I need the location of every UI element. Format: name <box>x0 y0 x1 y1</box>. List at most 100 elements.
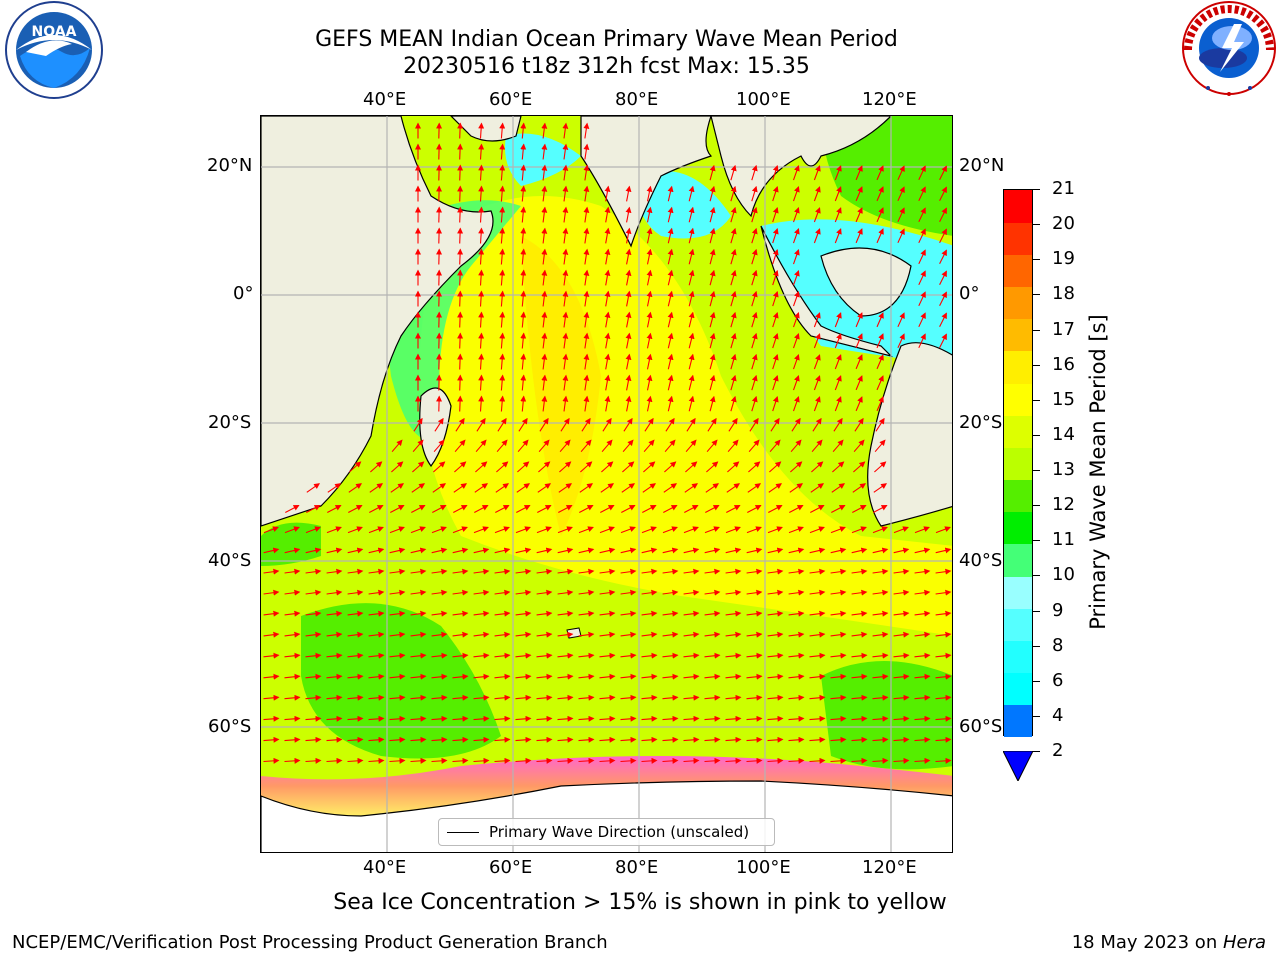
wave-direction-arrow <box>831 483 846 493</box>
wave-direction-arrow <box>688 227 695 244</box>
wave-direction-arrow <box>751 332 758 349</box>
wave-direction-arrow <box>872 694 889 701</box>
wave-direction-arrow <box>772 248 779 265</box>
wave-direction-arrow <box>557 610 574 617</box>
wave-direction-arrow <box>284 568 301 575</box>
wave-direction-arrow <box>625 227 632 244</box>
wave-direction-arrow <box>536 757 553 764</box>
wave-direction-arrow <box>368 736 385 743</box>
wave-direction-arrow <box>538 461 551 473</box>
wave-direction-arrow <box>852 483 867 493</box>
wave-direction-arrow <box>583 122 590 139</box>
wave-direction-arrow <box>704 568 721 575</box>
wave-direction-arrow <box>809 715 826 722</box>
wave-direction-arrow <box>893 694 910 701</box>
wave-direction-arrow <box>834 228 842 244</box>
wave-direction-arrow <box>604 290 611 307</box>
wave-direction-arrow <box>746 652 763 659</box>
wave-direction-arrow <box>347 673 364 680</box>
wave-direction-arrow <box>918 186 926 202</box>
wave-direction-arrow <box>725 589 742 596</box>
wave-direction-arrow <box>599 673 616 680</box>
wave-direction-arrow <box>914 547 931 554</box>
wave-direction-arrow <box>874 439 886 453</box>
wave-direction-arrow <box>725 736 742 743</box>
wave-direction-arrow <box>263 694 280 701</box>
wave-direction-arrow <box>620 736 637 743</box>
wave-direction-arrow <box>751 164 758 181</box>
wave-direction-arrow <box>495 483 510 493</box>
wave-direction-arrow <box>453 483 468 493</box>
wave-direction-arrow <box>560 417 570 432</box>
wave-direction-arrow <box>935 694 952 701</box>
wave-direction-arrow <box>792 227 800 244</box>
wave-direction-arrow <box>876 333 884 349</box>
colorbar-tick-mark <box>1033 434 1040 436</box>
map-legend: Primary Wave Direction (unscaled) <box>438 818 775 846</box>
wave-direction-arrow <box>876 228 884 244</box>
wave-direction-arrow <box>872 610 889 617</box>
colorbar-segment <box>1004 286 1032 320</box>
wave-direction-arrow <box>813 228 821 244</box>
wave-direction-arrow <box>813 165 821 181</box>
wave-direction-arrow <box>646 185 653 202</box>
colorbar-tick-label: 15 <box>1052 388 1075 410</box>
wave-direction-arrow <box>389 547 406 554</box>
wave-direction-arrow <box>625 353 632 370</box>
wave-direction-arrow <box>410 526 426 534</box>
wave-direction-arrow <box>622 461 635 473</box>
wave-direction-arrow <box>457 164 464 181</box>
wave-direction-arrow <box>665 417 675 432</box>
bottom-tick-100e: 100°E <box>736 857 791 878</box>
colorbar-tick-label: 20 <box>1052 213 1075 235</box>
wave-direction-arrow <box>457 143 464 160</box>
wave-direction-arrow <box>347 568 364 575</box>
wave-direction-arrow <box>499 290 506 307</box>
wave-direction-arrow <box>788 547 805 554</box>
wave-direction-arrow <box>727 461 740 473</box>
wave-direction-arrow <box>893 715 910 722</box>
wave-direction-arrow <box>667 332 674 349</box>
wave-direction-arrow <box>662 631 679 638</box>
wave-direction-arrow <box>536 610 553 617</box>
wave-direction-arrow <box>599 652 616 659</box>
wave-direction-arrow <box>704 673 721 680</box>
wave-direction-arrow <box>772 269 779 286</box>
wave-direction-arrow <box>499 227 506 244</box>
wave-direction-arrow <box>410 568 427 575</box>
wave-direction-arrow <box>730 395 737 412</box>
wave-direction-arrow <box>599 715 616 722</box>
wave-direction-arrow <box>579 505 594 513</box>
wave-direction-arrow <box>746 547 763 554</box>
wave-direction-arrow <box>580 461 593 473</box>
wave-direction-arrow <box>641 526 657 534</box>
wave-direction-arrow <box>834 354 842 370</box>
wave-direction-arrow <box>457 353 464 370</box>
wave-direction-arrow <box>478 248 485 265</box>
wave-direction-arrow <box>788 757 805 764</box>
wave-direction-arrow <box>641 568 658 575</box>
wave-direction-arrow <box>305 694 322 701</box>
wave-direction-arrow <box>662 526 678 534</box>
wave-direction-arrow <box>704 652 721 659</box>
wave-direction-arrow <box>305 652 322 659</box>
wave-direction-arrow <box>599 610 616 617</box>
wave-direction-arrow <box>705 483 720 493</box>
wave-direction-arrow <box>263 526 279 534</box>
wave-direction-arrow <box>792 164 800 181</box>
wave-direction-arrow <box>347 589 364 596</box>
wave-direction-arrow <box>935 568 952 575</box>
wave-direction-arrow <box>730 290 737 307</box>
wave-direction-arrow <box>347 694 364 701</box>
green-band-south-east <box>821 661 952 770</box>
wave-direction-arrow <box>562 185 569 202</box>
wave-direction-arrow <box>536 736 553 743</box>
wave-direction-arrow <box>725 757 742 764</box>
wave-direction-arrow <box>263 610 280 617</box>
wave-direction-arrow <box>326 652 343 659</box>
wave-direction-arrow <box>410 652 427 659</box>
wave-direction-arrow <box>583 143 590 160</box>
bottom-tick-120e: 120°E <box>862 857 917 878</box>
wave-direction-arrow <box>772 311 779 328</box>
wave-direction-arrow <box>515 589 532 596</box>
